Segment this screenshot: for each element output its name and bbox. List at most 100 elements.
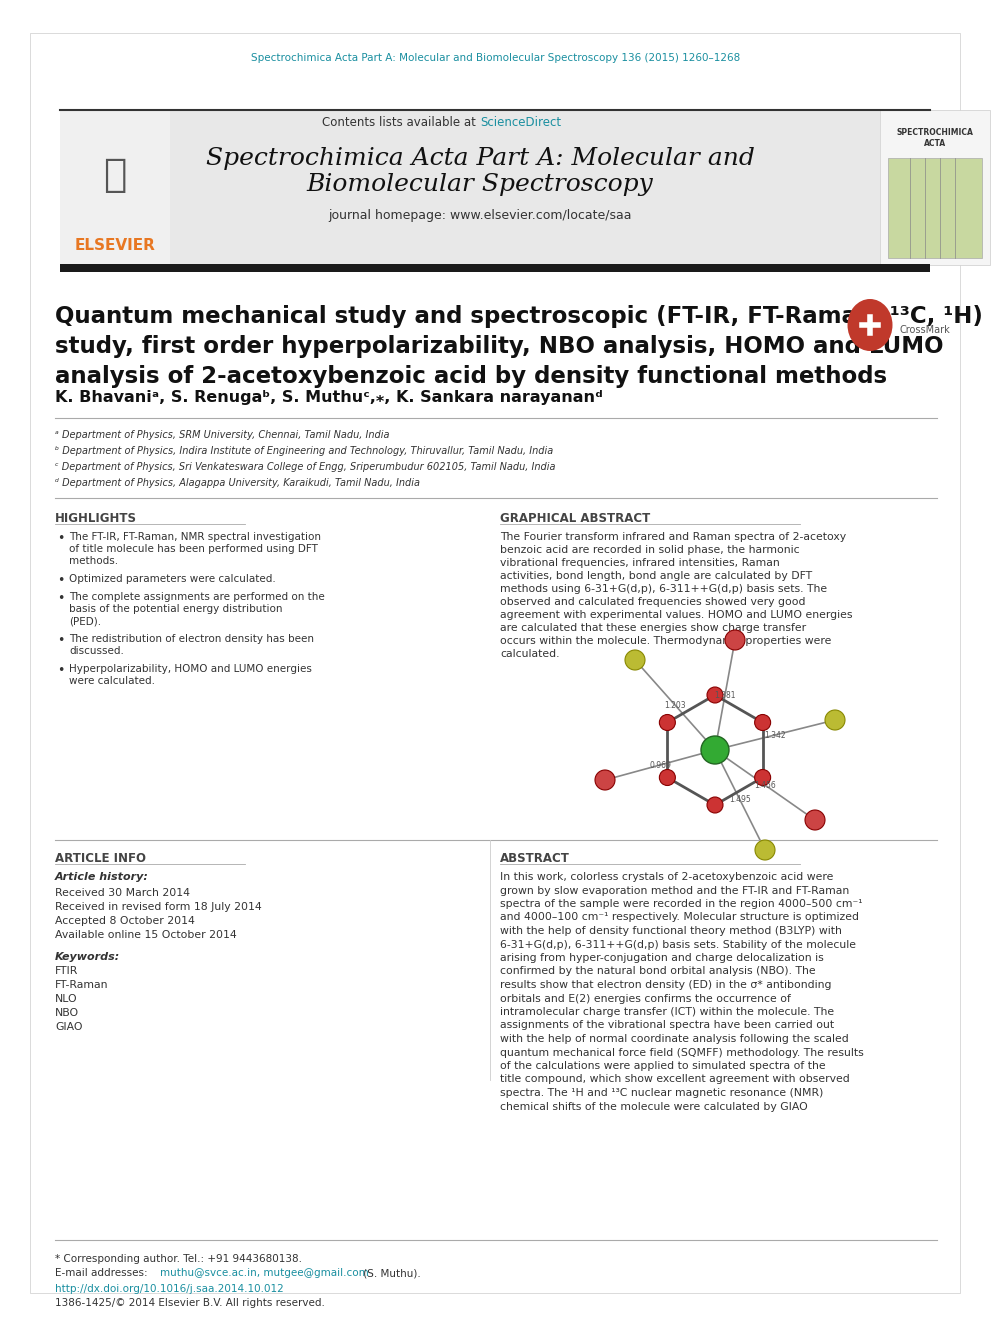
Text: K. Bhavaniᵃ, S. Renugaᵇ, S. Muthuᶜ,⁎, K. Sankara narayananᵈ: K. Bhavaniᵃ, S. Renugaᵇ, S. Muthuᶜ,⁎, K.… <box>55 390 603 405</box>
Text: E-mail addresses:: E-mail addresses: <box>55 1267 151 1278</box>
Text: study, first order hyperpolarizability, NBO analysis, HOMO and LUMO: study, first order hyperpolarizability, … <box>55 335 943 359</box>
Text: are calculated that these energies show charge transfer: are calculated that these energies show … <box>500 623 806 632</box>
Text: confirmed by the natural bond orbital analysis (NBO). The: confirmed by the natural bond orbital an… <box>500 967 815 976</box>
Text: arising from hyper-conjugation and charge delocalization is: arising from hyper-conjugation and charg… <box>500 953 823 963</box>
Text: Contents lists available at: Contents lists available at <box>322 116 480 130</box>
Text: quantum mechanical force field (SQMFF) methodology. The results: quantum mechanical force field (SQMFF) m… <box>500 1048 864 1057</box>
Circle shape <box>755 770 771 786</box>
Text: (S. Muthu).: (S. Muthu). <box>360 1267 421 1278</box>
Text: 🌳: 🌳 <box>103 156 127 194</box>
Text: •: • <box>57 634 64 647</box>
Text: NBO: NBO <box>55 1008 79 1017</box>
Text: Hyperpolarizability, HOMO and LUMO energies: Hyperpolarizability, HOMO and LUMO energ… <box>69 664 311 673</box>
Circle shape <box>755 714 771 730</box>
Text: ELSEVIER: ELSEVIER <box>74 238 156 253</box>
Text: NLO: NLO <box>55 994 77 1004</box>
Text: Optimized parameters were calculated.: Optimized parameters were calculated. <box>69 574 276 583</box>
Text: with the help of density functional theory method (B3LYP) with: with the help of density functional theo… <box>500 926 842 935</box>
Text: were calculated.: were calculated. <box>69 676 155 687</box>
Circle shape <box>595 770 615 790</box>
Text: ᶜ Department of Physics, Sri Venkateswara College of Engg, Sriperumbudur 602105,: ᶜ Department of Physics, Sri Venkateswar… <box>55 462 556 472</box>
Text: The complete assignments are performed on the: The complete assignments are performed o… <box>69 591 324 602</box>
Text: •: • <box>57 532 64 545</box>
Text: calculated.: calculated. <box>500 650 559 659</box>
Text: FTIR: FTIR <box>55 966 78 976</box>
Text: methods using 6-31+G(d,p), 6-311++G(d,p) basis sets. The: methods using 6-31+G(d,p), 6-311++G(d,p)… <box>500 583 827 594</box>
Text: http://dx.doi.org/10.1016/j.saa.2014.10.012: http://dx.doi.org/10.1016/j.saa.2014.10.… <box>55 1285 284 1294</box>
Text: HIGHLIGHTS: HIGHLIGHTS <box>55 512 137 525</box>
Text: agreement with experimental values. HOMO and LUMO energies: agreement with experimental values. HOMO… <box>500 610 852 620</box>
Text: 1386-1425/© 2014 Elsevier B.V. All rights reserved.: 1386-1425/© 2014 Elsevier B.V. All right… <box>55 1298 324 1308</box>
Text: chemical shifts of the molecule were calculated by GIAO: chemical shifts of the molecule were cal… <box>500 1102 807 1111</box>
Ellipse shape <box>847 299 893 351</box>
Text: Spectrochimica Acta Part A: Molecular and Biomolecular Spectroscopy 136 (2015) 1: Spectrochimica Acta Part A: Molecular an… <box>251 53 741 64</box>
Text: 1.456: 1.456 <box>754 781 776 790</box>
Text: SPECTROCHIMICA
ACTA: SPECTROCHIMICA ACTA <box>897 128 973 148</box>
Text: 1.342: 1.342 <box>764 730 786 740</box>
Text: intramolecular charge transfer (ICT) within the molecule. The: intramolecular charge transfer (ICT) wit… <box>500 1007 834 1017</box>
Text: GRAPHICAL ABSTRACT: GRAPHICAL ABSTRACT <box>500 512 650 525</box>
Text: ABSTRACT: ABSTRACT <box>500 852 569 865</box>
Text: GIAO: GIAO <box>55 1021 82 1032</box>
Circle shape <box>725 630 745 650</box>
FancyBboxPatch shape <box>60 110 170 265</box>
Circle shape <box>825 710 845 730</box>
Text: of title molecule has been performed using DFT: of title molecule has been performed usi… <box>69 544 317 554</box>
Text: activities, bond length, bond angle are calculated by DFT: activities, bond length, bond angle are … <box>500 572 812 581</box>
Text: FT-Raman: FT-Raman <box>55 980 108 990</box>
Text: 0.969: 0.969 <box>649 761 671 770</box>
Text: * Corresponding author. Tel.: +91 9443680138.: * Corresponding author. Tel.: +91 944368… <box>55 1254 302 1263</box>
Text: •: • <box>57 591 64 605</box>
Text: ᵃ Department of Physics, SRM University, Chennai, Tamil Nadu, India: ᵃ Department of Physics, SRM University,… <box>55 430 390 441</box>
Text: Biomolecular Spectroscopy: Biomolecular Spectroscopy <box>307 173 654 197</box>
Text: methods.: methods. <box>69 556 118 566</box>
Text: discussed.: discussed. <box>69 646 124 656</box>
Text: title compound, which show excellent agreement with observed: title compound, which show excellent agr… <box>500 1074 850 1085</box>
Text: vibrational frequencies, infrared intensities, Raman: vibrational frequencies, infrared intens… <box>500 558 780 568</box>
Text: •: • <box>57 574 64 587</box>
Text: journal homepage: www.elsevier.com/locate/saa: journal homepage: www.elsevier.com/locat… <box>328 209 632 221</box>
Circle shape <box>660 714 676 730</box>
Circle shape <box>625 650 645 669</box>
Text: spectra of the sample were recorded in the region 4000–500 cm⁻¹: spectra of the sample were recorded in t… <box>500 900 862 909</box>
Circle shape <box>701 736 729 763</box>
Text: Spectrochimica Acta Part A: Molecular and: Spectrochimica Acta Part A: Molecular an… <box>205 147 755 169</box>
Text: 1.203: 1.203 <box>665 700 685 709</box>
Text: Accepted 8 October 2014: Accepted 8 October 2014 <box>55 916 194 926</box>
Text: 1.381: 1.381 <box>714 691 736 700</box>
Circle shape <box>707 796 723 814</box>
Text: assignments of the vibrational spectra have been carried out: assignments of the vibrational spectra h… <box>500 1020 834 1031</box>
Text: ᵇ Department of Physics, Indira Institute of Engineering and Technology, Thiruva: ᵇ Department of Physics, Indira Institut… <box>55 446 554 456</box>
Text: analysis of 2-acetoxybenzoic acid by density functional methods: analysis of 2-acetoxybenzoic acid by den… <box>55 365 887 388</box>
Text: CrossMark: CrossMark <box>900 325 950 335</box>
Text: benzoic acid are recorded in solid phase, the harmonic: benzoic acid are recorded in solid phase… <box>500 545 800 556</box>
Text: The FT-IR, FT-Raman, NMR spectral investigation: The FT-IR, FT-Raman, NMR spectral invest… <box>69 532 321 542</box>
Text: ᵈ Department of Physics, Alagappa University, Karaikudi, Tamil Nadu, India: ᵈ Department of Physics, Alagappa Univer… <box>55 478 420 488</box>
Text: observed and calculated frequencies showed very good: observed and calculated frequencies show… <box>500 597 806 607</box>
Text: ARTICLE INFO: ARTICLE INFO <box>55 852 146 865</box>
Text: The redistribution of electron density has been: The redistribution of electron density h… <box>69 634 314 644</box>
Text: 1.495: 1.495 <box>729 795 751 804</box>
FancyBboxPatch shape <box>888 157 982 258</box>
Circle shape <box>707 687 723 703</box>
FancyBboxPatch shape <box>60 110 880 265</box>
Text: (PED).: (PED). <box>69 617 101 626</box>
Circle shape <box>660 770 676 786</box>
Text: Article history:: Article history: <box>55 872 149 882</box>
Text: Keywords:: Keywords: <box>55 953 120 962</box>
Text: Received 30 March 2014: Received 30 March 2014 <box>55 888 190 898</box>
Text: spectra. The ¹H and ¹³C nuclear magnetic resonance (NMR): spectra. The ¹H and ¹³C nuclear magnetic… <box>500 1088 823 1098</box>
Text: with the help of normal coordinate analysis following the scaled: with the help of normal coordinate analy… <box>500 1035 849 1044</box>
Text: and 4000–100 cm⁻¹ respectively. Molecular structure is optimized: and 4000–100 cm⁻¹ respectively. Molecula… <box>500 913 859 922</box>
Text: orbitals and E(2) energies confirms the occurrence of: orbitals and E(2) energies confirms the … <box>500 994 791 1004</box>
Text: results show that electron density (ED) in the σ* antibonding: results show that electron density (ED) … <box>500 980 831 990</box>
Text: basis of the potential energy distribution: basis of the potential energy distributi… <box>69 605 283 614</box>
FancyBboxPatch shape <box>880 110 990 265</box>
FancyBboxPatch shape <box>60 265 930 273</box>
Text: occurs within the molecule. Thermodynamic properties were: occurs within the molecule. Thermodynami… <box>500 636 831 646</box>
Text: ScienceDirect: ScienceDirect <box>480 116 561 130</box>
Circle shape <box>755 840 775 860</box>
Text: Quantum mechanical study and spectroscopic (FT-IR, FT-Raman, ¹³C, ¹H): Quantum mechanical study and spectroscop… <box>55 306 983 328</box>
Text: of the calculations were applied to simulated spectra of the: of the calculations were applied to simu… <box>500 1061 825 1072</box>
Text: grown by slow evaporation method and the FT-IR and FT-Raman: grown by slow evaporation method and the… <box>500 885 849 896</box>
